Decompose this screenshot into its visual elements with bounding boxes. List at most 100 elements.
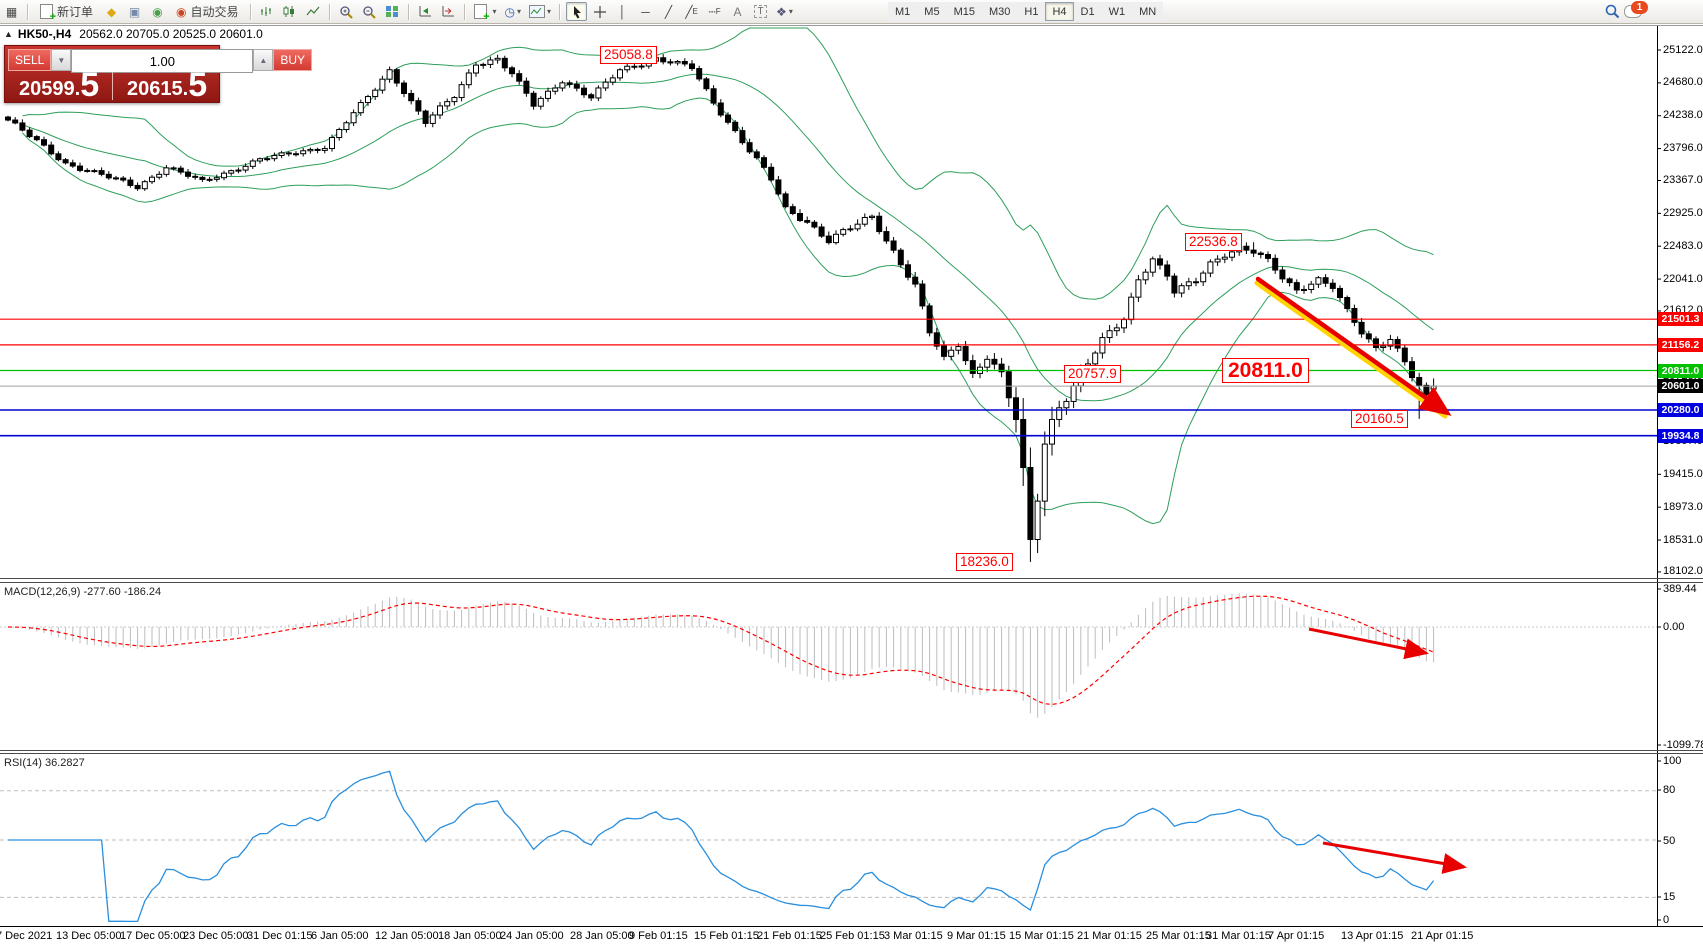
- volume-decrease-button[interactable]: ▼: [51, 49, 72, 71]
- toolbar-right-icons: 1: [1600, 0, 1648, 20]
- price-tag[interactable]: 20601.0: [1658, 379, 1703, 394]
- timeframe-button-mn[interactable]: MN: [1132, 2, 1164, 21]
- toolbar-separator: [559, 3, 562, 20]
- price-annotation[interactable]: 20160.5: [1351, 409, 1408, 428]
- timeframe-button-h1[interactable]: H1: [1017, 2, 1046, 21]
- candle-body: [134, 184, 141, 190]
- text-tool-button[interactable]: A: [727, 2, 748, 21]
- fibonacci-tool-button[interactable]: ┄ F: [704, 2, 725, 21]
- price-axis-label: 25122.0: [1663, 43, 1703, 56]
- candle-body: [120, 177, 127, 181]
- volume-input[interactable]: [71, 49, 254, 73]
- timeframe-button-d1[interactable]: D1: [1073, 2, 1102, 21]
- signals-button[interactable]: ◉: [147, 2, 168, 21]
- sell-button[interactable]: SELL: [8, 49, 52, 71]
- trend-arrow-yellow[interactable]: [1254, 280, 1448, 419]
- timeframe-button-m30[interactable]: M30: [981, 2, 1018, 21]
- candle-body: [559, 82, 566, 89]
- candle-body: [545, 90, 551, 99]
- candle-body: [228, 170, 235, 174]
- price-tag[interactable]: 20280.0: [1658, 403, 1703, 417]
- pane-separator[interactable]: [0, 750, 1703, 751]
- fibonacci-icon: ┄: [708, 4, 716, 19]
- buy-button[interactable]: BUY: [273, 49, 313, 71]
- price-annotation[interactable]: 18236.0: [956, 552, 1013, 571]
- macd-arrow[interactable]: [1308, 627, 1429, 660]
- candle-body: [509, 67, 515, 75]
- bar-chart-button[interactable]: [257, 2, 278, 21]
- zoom-in-button[interactable]: [336, 2, 357, 21]
- candle-body: [41, 139, 47, 146]
- price-tag[interactable]: 19934.8: [1658, 428, 1703, 443]
- vertical-line-tool-button[interactable]: │: [612, 2, 633, 21]
- chart-icon: ▦: [5, 4, 18, 19]
- autotrading-button[interactable]: ◉ 自动交易: [170, 2, 245, 21]
- new-order-button[interactable]: 新订单: [34, 2, 99, 23]
- candle-body: [458, 84, 465, 99]
- indicators-button[interactable]: ◆: [101, 2, 122, 21]
- candle-body: [811, 221, 818, 228]
- period-button[interactable]: ◷ ▾: [502, 2, 525, 21]
- template-button[interactable]: ▾: [526, 2, 554, 21]
- candle-body: [919, 283, 926, 307]
- candle-body: [717, 102, 724, 116]
- collapse-panel-icon[interactable]: ▲: [4, 29, 13, 39]
- price-tag[interactable]: 21501.3: [1658, 312, 1703, 327]
- pane-separator[interactable]: [0, 578, 1703, 579]
- price-annotation[interactable]: 20757.9: [1064, 365, 1121, 384]
- tile-windows-icon: [386, 6, 399, 17]
- time-axis-label: 15 Feb 01:15: [694, 930, 759, 942]
- price-annotation[interactable]: 25058.8: [600, 45, 657, 64]
- auto-scroll-button[interactable]: [415, 2, 436, 21]
- candle-body: [696, 68, 703, 80]
- notifications-button[interactable]: 1: [1624, 0, 1648, 20]
- crosshair-tool-button[interactable]: [589, 2, 610, 21]
- chart-window-button[interactable]: ▦: [1, 2, 22, 21]
- timeframe-button-m15[interactable]: M15: [946, 2, 982, 21]
- candle-body: [1193, 281, 1199, 284]
- chart-top-border: [0, 25, 1703, 26]
- macd-axis-label: 389.44: [1663, 582, 1697, 595]
- pane-separator[interactable]: [0, 582, 1703, 583]
- timeframe-button-w1[interactable]: W1: [1101, 2, 1133, 21]
- rsi-arrow[interactable]: [1322, 841, 1467, 874]
- buy-price[interactable]: 20615 . 5: [127, 68, 207, 102]
- search-button[interactable]: [1601, 1, 1623, 20]
- search-icon: [1605, 4, 1620, 18]
- candle-body: [840, 229, 847, 235]
- signal-icon: ◉: [152, 4, 163, 19]
- candle-body: [897, 249, 904, 266]
- candle-body: [1121, 319, 1127, 329]
- cursor-tool-button[interactable]: [566, 2, 588, 21]
- price-tag[interactable]: 21156.2: [1658, 337, 1703, 352]
- timeframe-button-m5[interactable]: M5: [917, 2, 947, 21]
- candlestick-button[interactable]: [280, 2, 301, 21]
- price-annotation[interactable]: 22536.8: [1185, 233, 1242, 252]
- sell-price[interactable]: 20599 . 5: [19, 68, 99, 102]
- channel-tool-button[interactable]: ╱ E: [681, 2, 702, 21]
- horizontal-line-tool-button[interactable]: ─: [635, 2, 656, 21]
- timeframe-button-m1[interactable]: M1: [888, 2, 918, 21]
- candle-body: [69, 162, 76, 167]
- shapes-tool-button[interactable]: ❖ ▾: [773, 2, 796, 21]
- symbol-period-label: HK50-,H4: [17, 27, 72, 41]
- zoom-out-button[interactable]: [359, 2, 380, 21]
- add-indicator-button[interactable]: ▾: [471, 2, 500, 23]
- candle-body: [941, 345, 947, 357]
- volume-increase-button[interactable]: ▲: [253, 49, 274, 71]
- pane-separator[interactable]: [0, 753, 1703, 754]
- price-axis-label: 24680.0: [1663, 76, 1703, 89]
- line-chart-button[interactable]: [303, 2, 324, 21]
- candle-body: [271, 154, 278, 160]
- timeframe-button-h4[interactable]: H4: [1045, 2, 1074, 21]
- trend-arrow-red[interactable]: [1255, 276, 1452, 416]
- text-label-tool-button[interactable]: T: [750, 2, 771, 21]
- terminal-button[interactable]: ▣: [124, 2, 145, 21]
- chart-shift-button[interactable]: [438, 2, 459, 21]
- tile-windows-button[interactable]: [382, 2, 403, 21]
- price-annotation[interactable]: 20811.0: [1222, 358, 1309, 384]
- price-axis-line: [1657, 26, 1658, 926]
- price-tag[interactable]: 20811.0: [1658, 363, 1703, 378]
- trendline-tool-button[interactable]: ╱: [658, 2, 679, 21]
